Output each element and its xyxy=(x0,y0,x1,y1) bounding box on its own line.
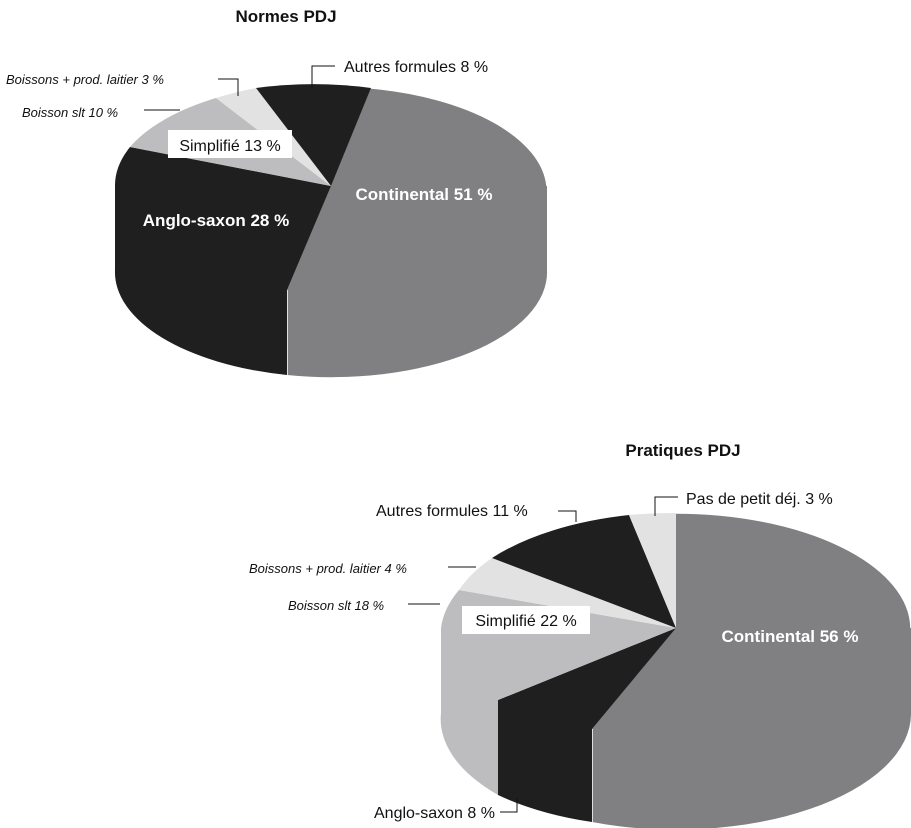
slice-label-continental: Continental 56 % xyxy=(722,627,859,646)
label-box-simplifie xyxy=(168,130,292,158)
chart-title-pratiques: Pratiques PDJ xyxy=(625,441,740,460)
pie-slice-simplifie xyxy=(440,590,676,795)
pie-slice-continental-top xyxy=(287,88,505,291)
leader-autres-formules xyxy=(558,510,577,522)
slice-label-simplifie: Simplifié 13 % xyxy=(179,138,280,155)
leader-boissons-prod-laitier xyxy=(218,78,239,96)
leader-autres-formules xyxy=(311,65,335,88)
pie-slice-autres-formules xyxy=(492,515,676,628)
pie-slice-continental-top xyxy=(592,513,796,729)
slice-label-anglo-saxon: Anglo-saxon 8 % xyxy=(374,805,495,822)
slice-label-pas-de-petit-dej: Pas de petit déj. 3 % xyxy=(686,491,833,508)
slice-label-boissons-prod-laitier: Boissons + prod. laitier 3 % xyxy=(6,72,164,87)
slice-label-continental: Continental 51 % xyxy=(356,185,493,204)
label-box-simplifie xyxy=(462,606,590,634)
pie-slice-anglo-saxon xyxy=(498,628,676,822)
slice-label-anglo-saxon: Anglo-saxon 28 % xyxy=(143,211,289,230)
chart-title-normes: Normes PDJ xyxy=(235,7,336,26)
pie-slice-autres-formules xyxy=(256,84,371,186)
slice-label-simplifie: Simplifié 22 % xyxy=(475,613,576,630)
slice-label-autres-formules: Autres formules 8 % xyxy=(344,59,488,76)
slice-label-boisson-slt: Boisson slt 10 % xyxy=(22,105,118,120)
leader-pas-de-petit-dej xyxy=(654,496,678,516)
slice-label-autres-formules: Autres formules 11 % xyxy=(376,503,528,520)
slice-label-boisson-slt: Boisson slt 18 % xyxy=(288,598,384,613)
pie-slice-boissons-prod-laitier xyxy=(459,558,676,628)
pie-top-outline xyxy=(675,512,911,629)
pie-slice-anglo-saxon xyxy=(114,147,332,375)
leader-anglo-saxon xyxy=(500,798,518,813)
slice-label-boissons-prod-laitier: Boissons + prod. laitier 4 % xyxy=(249,561,407,576)
pie-slice-pas-de-petit-dej xyxy=(629,512,676,628)
chart-normes: Normes PDJ Continental 51 % Anglo-saxon … xyxy=(6,7,548,378)
chart-pratiques: Pratiques PDJ Continental 56 % Simplifié… xyxy=(249,441,911,828)
pie-top-outline xyxy=(370,87,548,187)
